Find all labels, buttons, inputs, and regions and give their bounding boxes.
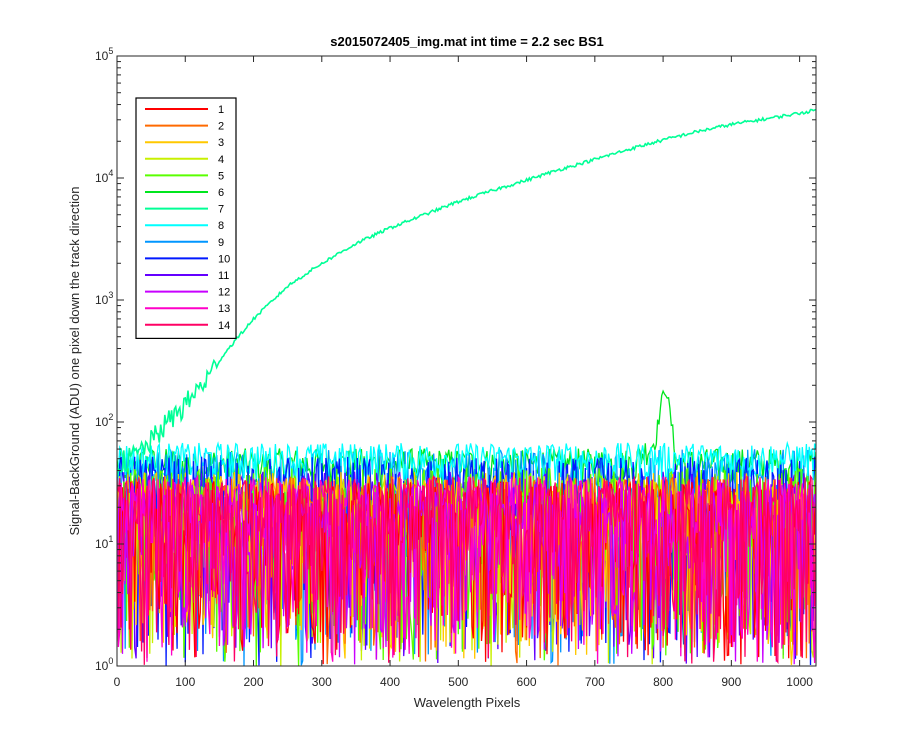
y-tick-label: 104 xyxy=(95,168,113,185)
x-tick-label: 900 xyxy=(721,675,741,689)
legend-label-7: 7 xyxy=(218,204,224,216)
legend-label-14: 14 xyxy=(218,320,230,332)
y-tick-base: 10 xyxy=(95,171,109,185)
x-tick-label: 800 xyxy=(653,675,673,689)
chart-title: s2015072405_img.mat int time = 2.2 sec B… xyxy=(330,34,604,49)
x-axis: 0 100 200 300 400 500 600 700 800 900 1000 xyxy=(114,56,813,689)
series-line-13 xyxy=(117,474,816,664)
series-line-8 xyxy=(117,440,816,482)
legend-label-2: 2 xyxy=(218,121,224,133)
y-tick-label: 100 xyxy=(95,656,113,673)
legend-label-1: 1 xyxy=(218,104,224,116)
y-axis-label: Signal-BackGround (ADU) one pixel down t… xyxy=(67,186,82,535)
x-tick-label: 400 xyxy=(380,675,400,689)
legend-label-5: 5 xyxy=(218,170,224,182)
y-tick-base: 10 xyxy=(95,49,109,63)
series-line-14 xyxy=(117,474,816,665)
legend-label-13: 13 xyxy=(218,303,230,315)
y-tick-label: 102 xyxy=(95,412,113,429)
y-tick-exp: 3 xyxy=(108,290,113,300)
y-tick-base: 10 xyxy=(95,293,109,307)
series-layer xyxy=(117,108,816,666)
legend-label-6: 6 xyxy=(218,187,224,199)
x-tick-label: 0 xyxy=(114,675,121,689)
y-tick-exp: 2 xyxy=(108,412,113,422)
legend-label-9: 9 xyxy=(218,237,224,249)
x-tick-label: 600 xyxy=(517,675,537,689)
series-line-7 xyxy=(117,108,816,478)
x-tick-label: 700 xyxy=(585,675,605,689)
y-tick-label: 105 xyxy=(95,46,113,63)
x-axis-label: Wavelength Pixels xyxy=(414,695,521,710)
y-tick-label: 101 xyxy=(95,534,113,551)
y-tick-base: 10 xyxy=(95,659,109,673)
y-tick-exp: 0 xyxy=(108,656,113,666)
x-tick-label: 200 xyxy=(244,675,264,689)
legend-label-12: 12 xyxy=(218,287,230,299)
y-tick-label: 103 xyxy=(95,290,113,307)
x-tick-label: 100 xyxy=(175,675,195,689)
legend-label-11: 11 xyxy=(218,270,229,282)
legend-label-10: 10 xyxy=(218,253,230,265)
x-tick-label: 1000 xyxy=(786,675,813,689)
y-tick-exp: 1 xyxy=(108,534,113,544)
y-tick-exp: 4 xyxy=(108,168,113,178)
legend-label-3: 3 xyxy=(218,137,224,149)
y-tick-base: 10 xyxy=(95,537,109,551)
legend-label-4: 4 xyxy=(218,154,224,166)
y-tick-base: 10 xyxy=(95,415,109,429)
y-tick-exp: 5 xyxy=(108,46,113,56)
x-tick-label: 500 xyxy=(448,675,468,689)
x-tick-label: 300 xyxy=(312,675,332,689)
legend-box xyxy=(135,97,237,339)
plot-frame xyxy=(116,55,817,667)
legend-label-8: 8 xyxy=(218,220,224,232)
